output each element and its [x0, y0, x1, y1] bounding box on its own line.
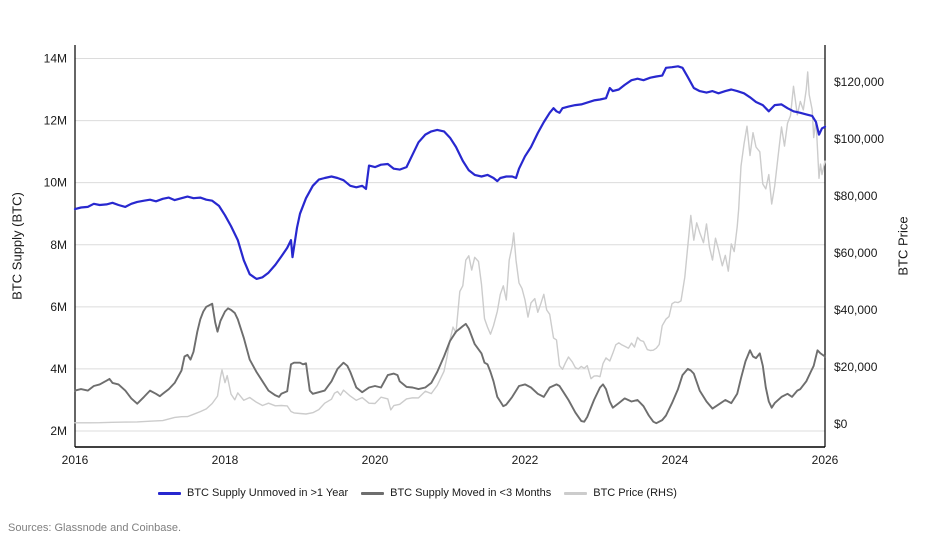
- right-tick-label: $0: [834, 417, 848, 431]
- line-swatch-blue-icon: [158, 491, 181, 495]
- line-swatch-darkgray-icon: [361, 491, 385, 495]
- right-tick-label: $20,000: [834, 360, 878, 374]
- x-tick-label: 2022: [512, 453, 539, 467]
- x-tick-label: 2020: [362, 453, 389, 467]
- left-tick-label: 8M: [50, 238, 67, 252]
- right-tick-label: $80,000: [834, 189, 878, 203]
- x-tick-label: 2016: [62, 453, 89, 467]
- right-axis-title: BTC Price: [895, 216, 911, 276]
- right-tick-label: $40,000: [834, 303, 878, 317]
- source-note: Sources: Glassnode and Coinbase.: [8, 522, 182, 534]
- x-tick-label: 2024: [662, 453, 689, 467]
- left-tick-label: 4M: [50, 362, 67, 376]
- legend-label: BTC Price (RHS): [593, 487, 677, 499]
- right-tick-label: $100,000: [834, 132, 884, 146]
- legend-item-supply-unmoved: BTC Supply Unmoved in >1 Year: [158, 487, 348, 499]
- legend-label: BTC Supply Moved in <3 Months: [390, 487, 552, 499]
- left-tick-label: 10M: [44, 176, 67, 190]
- legend-item-btc-price: BTC Price (RHS): [564, 487, 677, 499]
- x-tick-label: 2018: [212, 453, 239, 467]
- left-axis-title: BTC Supply (BTC): [9, 192, 25, 300]
- series-line-supply-moved-3m: [74, 302, 826, 425]
- left-tick-label: 6M: [50, 300, 67, 314]
- x-tick-label: 2026: [812, 453, 839, 467]
- left-tick-label: 14M: [44, 52, 67, 66]
- right-tick-label: $60,000: [834, 246, 878, 260]
- legend-item-supply-moved: BTC Supply Moved in <3 Months: [361, 487, 551, 499]
- chart-legend: BTC Supply Unmoved in >1 Year BTC Supply…: [158, 487, 677, 499]
- left-tick-label: 12M: [44, 114, 67, 128]
- right-tick-label: $120,000: [834, 75, 884, 89]
- line-swatch-lightgray-icon: [564, 491, 588, 495]
- series-line-btc-price: [74, 71, 826, 424]
- legend-label: BTC Supply Unmoved in >1 Year: [187, 487, 349, 499]
- left-tick-label: 2M: [50, 424, 67, 438]
- series-line-supply-unmoved-1y: [73, 65, 827, 280]
